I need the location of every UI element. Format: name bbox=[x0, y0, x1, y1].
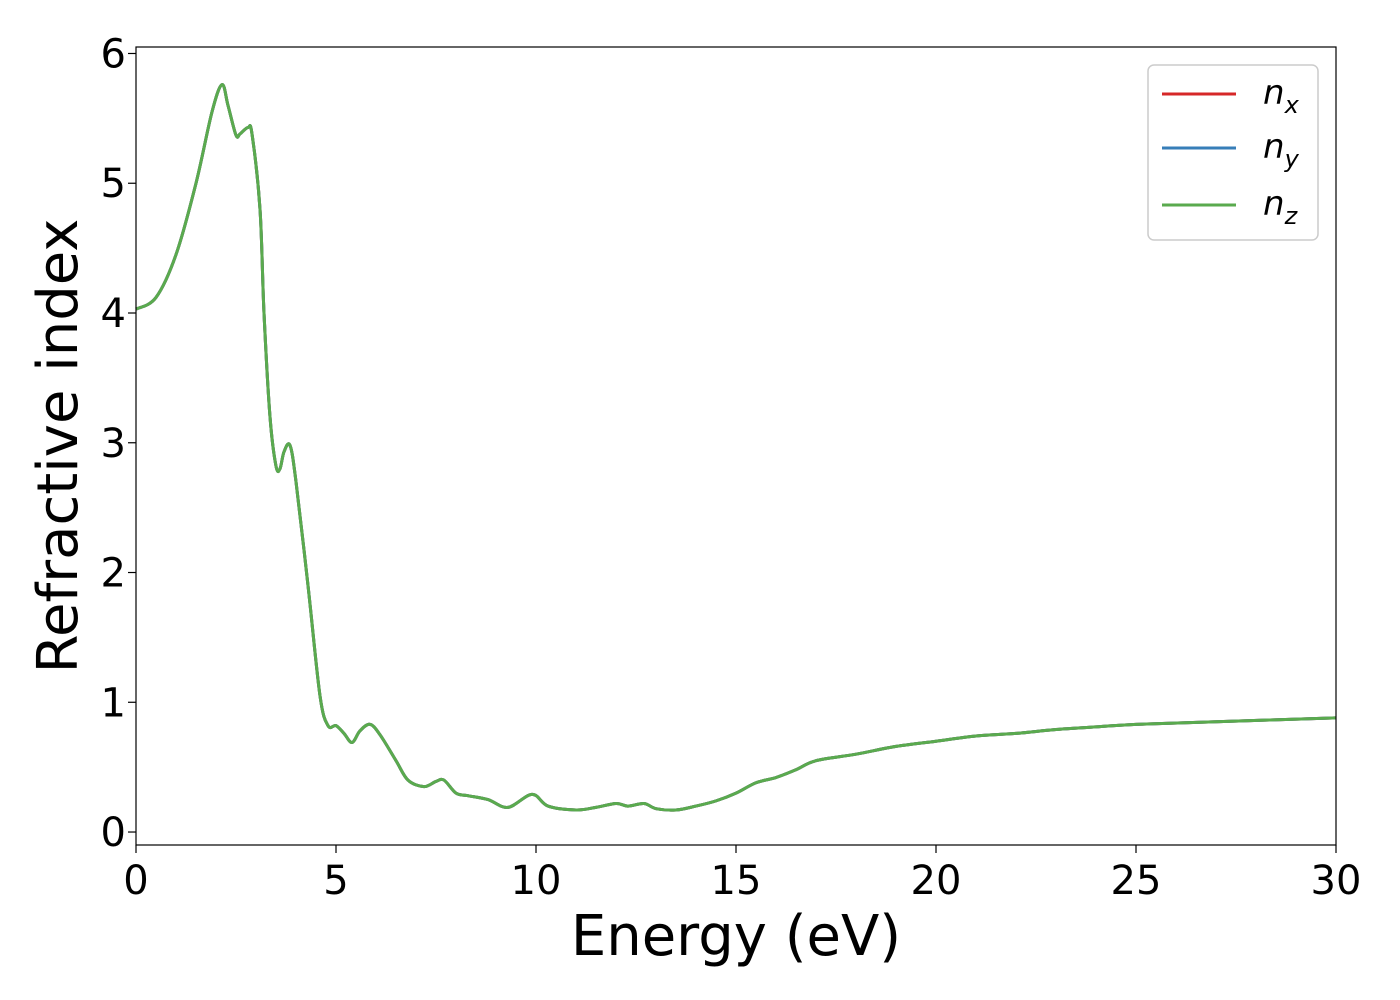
x-tick-label: 0 bbox=[123, 858, 148, 904]
x-tick-label: 15 bbox=[711, 858, 762, 904]
x-tick-label: 20 bbox=[911, 858, 962, 904]
x-tick-label: 5 bbox=[323, 858, 348, 904]
y-axis-ticks: 0 1 2 3 4 5 6 bbox=[101, 31, 136, 856]
y-tick-label: 6 bbox=[101, 31, 126, 77]
series-layer bbox=[135, 83, 1337, 812]
y-tick-label: 4 bbox=[101, 291, 126, 337]
y-tick-label: 1 bbox=[101, 680, 126, 726]
y-tick-label: 3 bbox=[101, 421, 126, 467]
x-tick-label: 25 bbox=[1111, 858, 1162, 904]
y-tick-label: 0 bbox=[101, 810, 126, 856]
series-line-nz bbox=[135, 83, 1337, 812]
y-tick-label: 5 bbox=[101, 161, 126, 207]
legend-label-ny: ny bbox=[1263, 127, 1300, 173]
legend-label-nx: nx bbox=[1263, 73, 1300, 119]
legend-box bbox=[1147, 64, 1319, 241]
y-tick-label: 2 bbox=[101, 551, 126, 597]
legend: nx ny nz bbox=[1147, 64, 1319, 241]
plot-background bbox=[136, 47, 1336, 845]
x-tick-label: 10 bbox=[511, 858, 562, 904]
y-axis-title: Refractive index bbox=[26, 219, 91, 674]
legend-label-nz: nz bbox=[1263, 184, 1299, 230]
x-axis-title: Energy (eV) bbox=[571, 904, 901, 969]
x-axis-ticks: 0 5 10 15 20 25 30 bbox=[123, 845, 1361, 904]
x-tick-label: 30 bbox=[1311, 858, 1362, 904]
